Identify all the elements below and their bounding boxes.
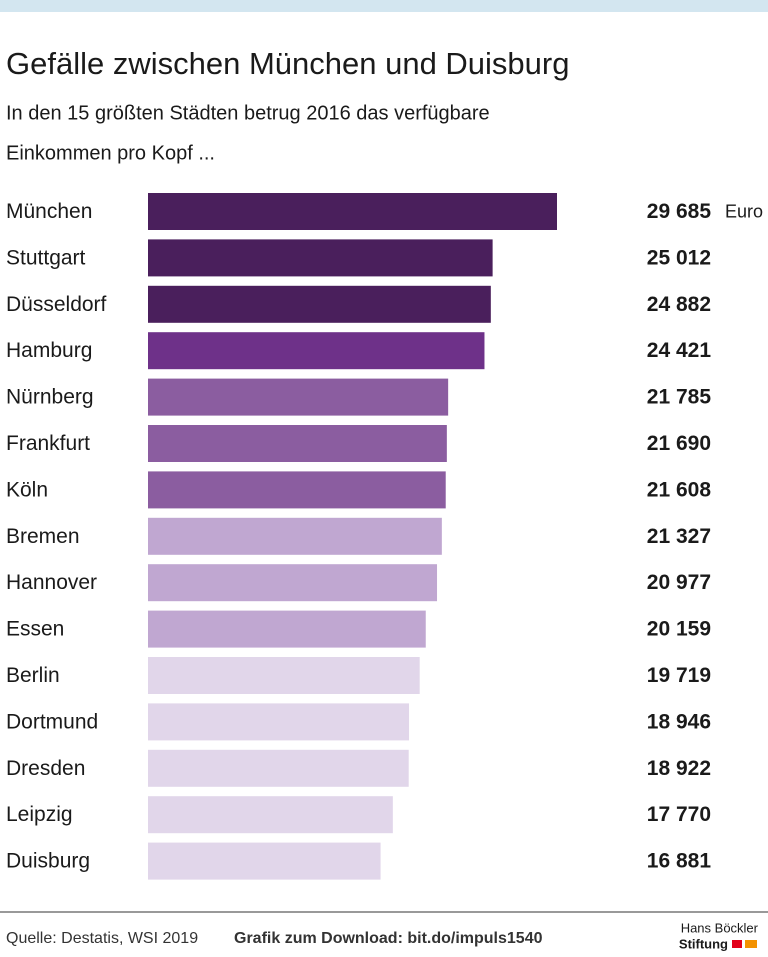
unit-label: Euro xyxy=(725,201,763,221)
subtitle: In den 15 größten Städten betrug 2016 da… xyxy=(6,102,490,124)
bar xyxy=(148,517,442,555)
download: Grafik zum Download: bit.do/impuls1540 xyxy=(234,930,543,947)
value-label: 24 421 xyxy=(647,339,712,362)
category-label: Berlin xyxy=(6,664,60,687)
bar xyxy=(148,610,426,648)
value-label: 20 159 xyxy=(647,618,711,641)
category-label: Köln xyxy=(6,478,48,501)
bar xyxy=(148,378,449,416)
value-label: 18 922 xyxy=(647,757,711,780)
category-label: Dresden xyxy=(6,757,85,780)
value-label: 19 719 xyxy=(647,664,711,687)
source: Quelle: Destatis, WSI 2019 xyxy=(6,930,198,947)
logo-line: Hans Böckler xyxy=(681,920,759,935)
value-label: 20 977 xyxy=(647,571,711,594)
chart-title: Gefälle zwischen München und Duisburg xyxy=(6,46,569,81)
category-label: Dortmund xyxy=(6,710,98,733)
bar xyxy=(148,471,446,509)
value-label: 21 785 xyxy=(647,386,712,409)
bar xyxy=(148,285,491,323)
category-label: Duisburg xyxy=(6,850,90,873)
category-label: München xyxy=(6,200,92,223)
value-label: 29 685 xyxy=(647,200,712,223)
bar xyxy=(148,657,420,694)
bar xyxy=(148,332,485,370)
value-label: 24 882 xyxy=(647,293,711,316)
bar xyxy=(148,703,410,741)
value-label: 21 608 xyxy=(647,478,712,501)
value-label: 21 690 xyxy=(647,432,711,455)
bar xyxy=(148,425,447,462)
logo-mark xyxy=(732,940,742,948)
category-label: Essen xyxy=(6,618,64,641)
value-label: 25 012 xyxy=(647,246,711,269)
category-label: Stuttgart xyxy=(6,246,86,269)
value-label: 16 881 xyxy=(647,850,712,873)
category-label: Frankfurt xyxy=(6,432,90,455)
logo-line: Stiftung xyxy=(679,936,728,951)
bar xyxy=(148,842,381,880)
category-label: Bremen xyxy=(6,525,80,548)
category-label: Hannover xyxy=(6,571,97,594)
bar xyxy=(148,239,493,277)
bar xyxy=(148,749,409,787)
subtitle: Einkommen pro Kopf ... xyxy=(6,142,215,164)
top-band xyxy=(0,0,768,12)
value-label: 18 946 xyxy=(647,710,711,733)
category-label: Düsseldorf xyxy=(6,293,107,316)
logo-mark xyxy=(745,940,757,948)
value-label: 17 770 xyxy=(647,803,711,826)
bar xyxy=(148,564,438,602)
category-label: Hamburg xyxy=(6,339,92,362)
category-label: Nürnberg xyxy=(6,386,94,409)
bar xyxy=(148,796,393,834)
category-label: Leipzig xyxy=(6,803,73,826)
bar xyxy=(148,193,557,230)
value-label: 21 327 xyxy=(647,525,711,548)
